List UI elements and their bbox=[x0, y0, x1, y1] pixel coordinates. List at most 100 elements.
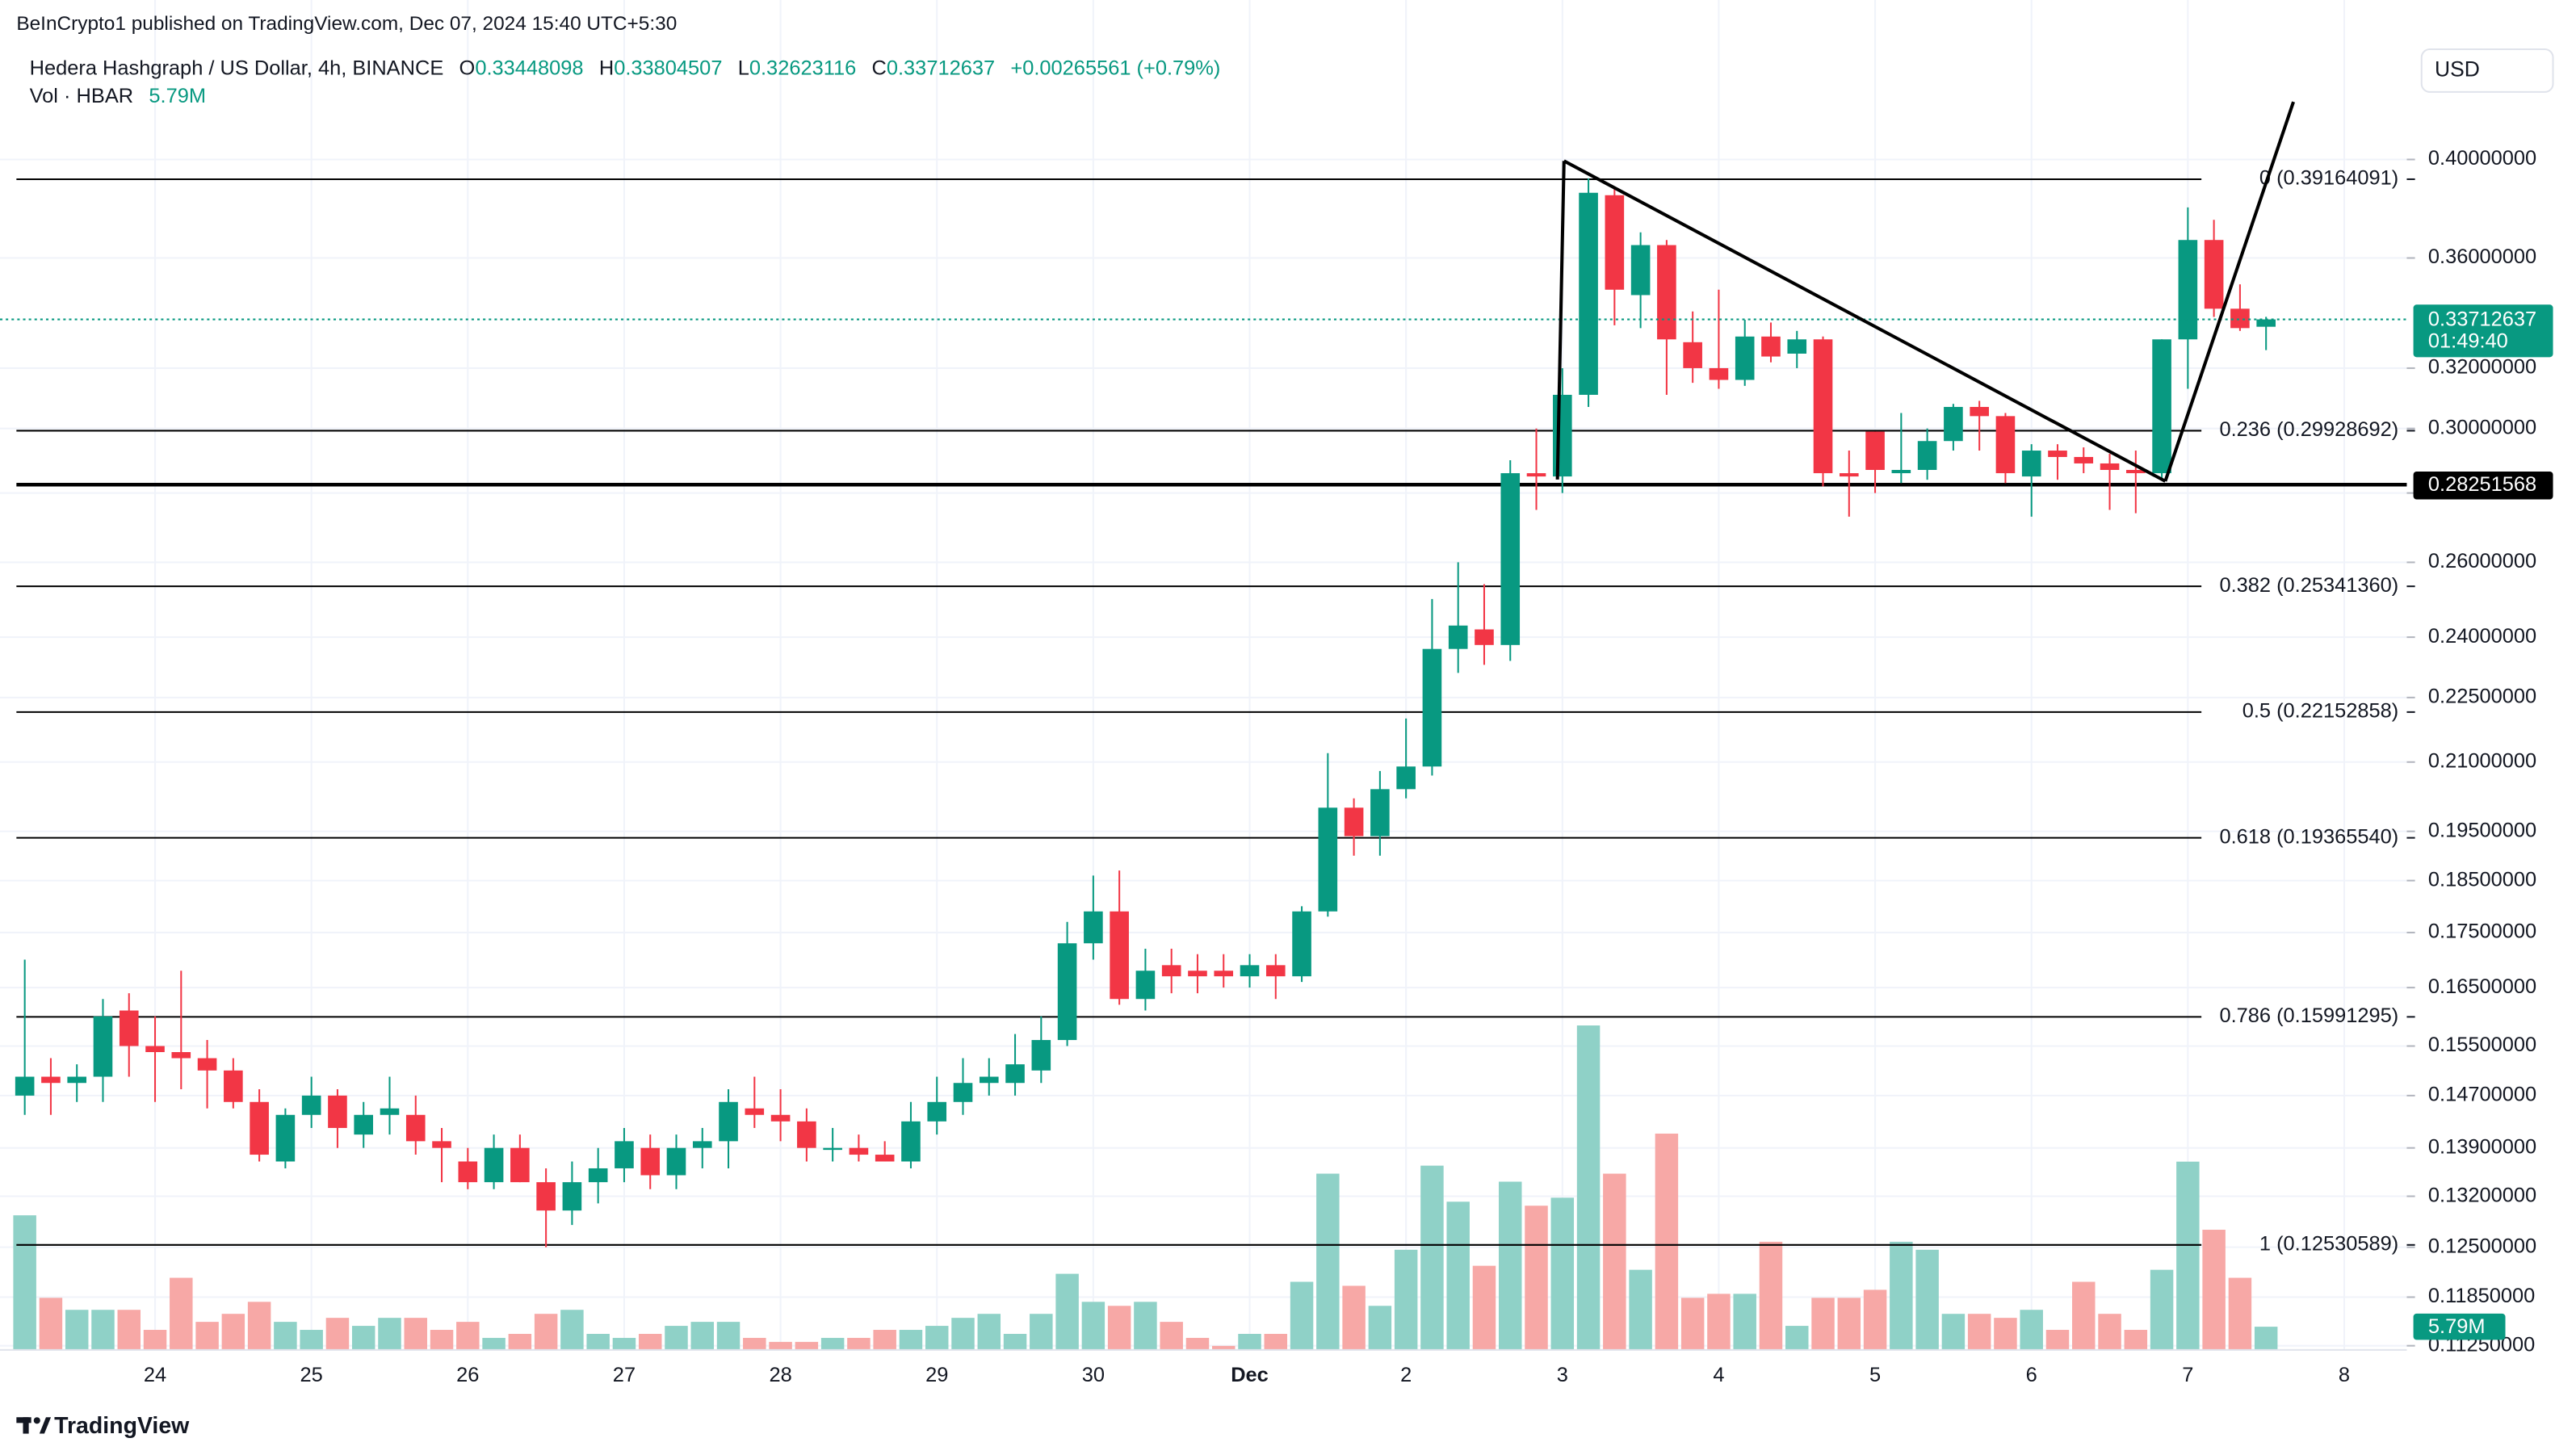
candle-body bbox=[666, 1147, 686, 1176]
volume-bar bbox=[1680, 1298, 1705, 1350]
volume-bar bbox=[1446, 1201, 1470, 1350]
currency-button[interactable] bbox=[2420, 48, 2554, 93]
candle-body bbox=[2048, 451, 2067, 457]
volume-title: Vol · HBAR bbox=[30, 85, 134, 107]
change: +0.00265561 (+0.79%) bbox=[1010, 57, 1220, 79]
candle-body bbox=[1318, 807, 1338, 912]
y-tick-label: 0.16500000 bbox=[2428, 975, 2536, 998]
x-tick-label: 7 bbox=[2182, 1364, 2193, 1386]
volume-legend: Vol · HBAR 5.79M bbox=[30, 85, 206, 107]
volume-bar bbox=[91, 1310, 115, 1350]
volume-bar bbox=[1420, 1165, 1444, 1350]
legend-header: Hedera Hashgraph / US Dollar, 4h, BINANC… bbox=[30, 57, 1221, 79]
candle-body bbox=[953, 1083, 973, 1102]
countdown: 01:49:40 bbox=[2428, 330, 2508, 353]
y-tick-label: 0.21000000 bbox=[2428, 750, 2536, 773]
volume-bar bbox=[456, 1322, 480, 1350]
brand: TradingView bbox=[54, 1413, 190, 1439]
volume-bar bbox=[1499, 1181, 1522, 1350]
x-tick-label: 8 bbox=[2339, 1364, 2350, 1386]
fib-label: 0.5 (0.22152858) bbox=[2242, 700, 2399, 723]
volume-bar bbox=[795, 1341, 819, 1350]
volume-pane bbox=[13, 1025, 2278, 1350]
candle-body bbox=[2100, 463, 2120, 470]
candle-body bbox=[1709, 367, 1729, 380]
volume-bar bbox=[1915, 1249, 1939, 1350]
candle-body bbox=[2152, 339, 2171, 474]
candle-body bbox=[458, 1161, 478, 1183]
volume-bar bbox=[560, 1310, 584, 1350]
candle-body bbox=[797, 1121, 816, 1148]
volume-bar bbox=[1811, 1298, 1835, 1350]
volume-bar bbox=[195, 1322, 219, 1350]
candle-body bbox=[250, 1101, 269, 1155]
y-tick-label: 0.22500000 bbox=[2428, 686, 2536, 708]
candle-body bbox=[875, 1155, 895, 1162]
candle-body bbox=[1265, 965, 1286, 977]
volume-bar bbox=[482, 1337, 506, 1350]
logo-part bbox=[23, 1417, 29, 1434]
volume-bar bbox=[847, 1337, 871, 1350]
volume-bar bbox=[39, 1298, 63, 1350]
volume-bar bbox=[1368, 1306, 1392, 1350]
candle-body bbox=[1161, 965, 1181, 977]
volume-bar bbox=[743, 1337, 766, 1350]
volume-bar bbox=[2176, 1161, 2200, 1350]
volume-bar bbox=[690, 1322, 715, 1350]
volume-bar bbox=[2150, 1269, 2174, 1350]
candle-body bbox=[119, 1010, 139, 1046]
volume-bar bbox=[1863, 1289, 1887, 1350]
volume-bar bbox=[612, 1337, 636, 1350]
ohlc-key: H bbox=[599, 57, 614, 79]
candle-body bbox=[1787, 339, 1807, 354]
candle-body bbox=[301, 1095, 321, 1115]
volume-bar bbox=[1655, 1133, 1679, 1350]
volume-bar bbox=[1576, 1025, 1601, 1350]
candle-body bbox=[1995, 416, 2016, 474]
candle-body bbox=[15, 1076, 35, 1096]
ohlc-key: O bbox=[459, 57, 476, 79]
ohlc-value: 0.32623116 bbox=[749, 57, 856, 79]
candle-body bbox=[1865, 431, 1885, 470]
candle-body bbox=[1970, 406, 1989, 417]
volume-bar bbox=[1785, 1326, 1809, 1350]
y-tick-label: 0.26000000 bbox=[2428, 550, 2536, 572]
candle-body bbox=[849, 1147, 869, 1155]
support-label: 0.28251568 bbox=[2428, 473, 2536, 496]
candle-body bbox=[405, 1114, 426, 1142]
candle-body bbox=[145, 1046, 165, 1053]
volume-bar bbox=[221, 1314, 245, 1350]
volume-bar bbox=[1603, 1173, 1626, 1350]
candle-body bbox=[1396, 766, 1416, 790]
candle-body bbox=[719, 1101, 738, 1142]
volume-bar bbox=[1316, 1173, 1340, 1350]
candle-body bbox=[1475, 629, 1494, 645]
x-tick-label: 26 bbox=[456, 1364, 479, 1386]
volume-bar bbox=[534, 1314, 558, 1350]
candle-body bbox=[1422, 648, 1442, 767]
candle-body bbox=[1605, 195, 1625, 290]
candle-body bbox=[1579, 192, 1598, 395]
volume-bar bbox=[170, 1277, 193, 1350]
candle-body bbox=[2178, 240, 2198, 340]
volume-bar bbox=[1550, 1197, 1575, 1350]
y-tick-label: 0.17500000 bbox=[2428, 920, 2536, 943]
currency[interactable]: USD bbox=[2435, 57, 2480, 81]
trend-line bbox=[2163, 101, 2296, 482]
candle-body bbox=[562, 1182, 582, 1211]
volume-bar bbox=[351, 1326, 375, 1350]
drawing-triangle bbox=[1555, 101, 2296, 483]
candle-body bbox=[1761, 336, 1781, 357]
candle-body bbox=[536, 1182, 556, 1211]
ohlc-key: L bbox=[738, 57, 749, 79]
volume-bar bbox=[1238, 1333, 1261, 1350]
volume-bar bbox=[1107, 1306, 1131, 1350]
y-tick-label: 0.36000000 bbox=[2428, 245, 2536, 268]
candle-body bbox=[41, 1076, 61, 1084]
fib-label: 1 (0.12530589) bbox=[2259, 1233, 2398, 1256]
candle-body bbox=[354, 1114, 374, 1135]
support-box bbox=[2413, 471, 2553, 500]
volume-bar bbox=[1264, 1333, 1288, 1350]
